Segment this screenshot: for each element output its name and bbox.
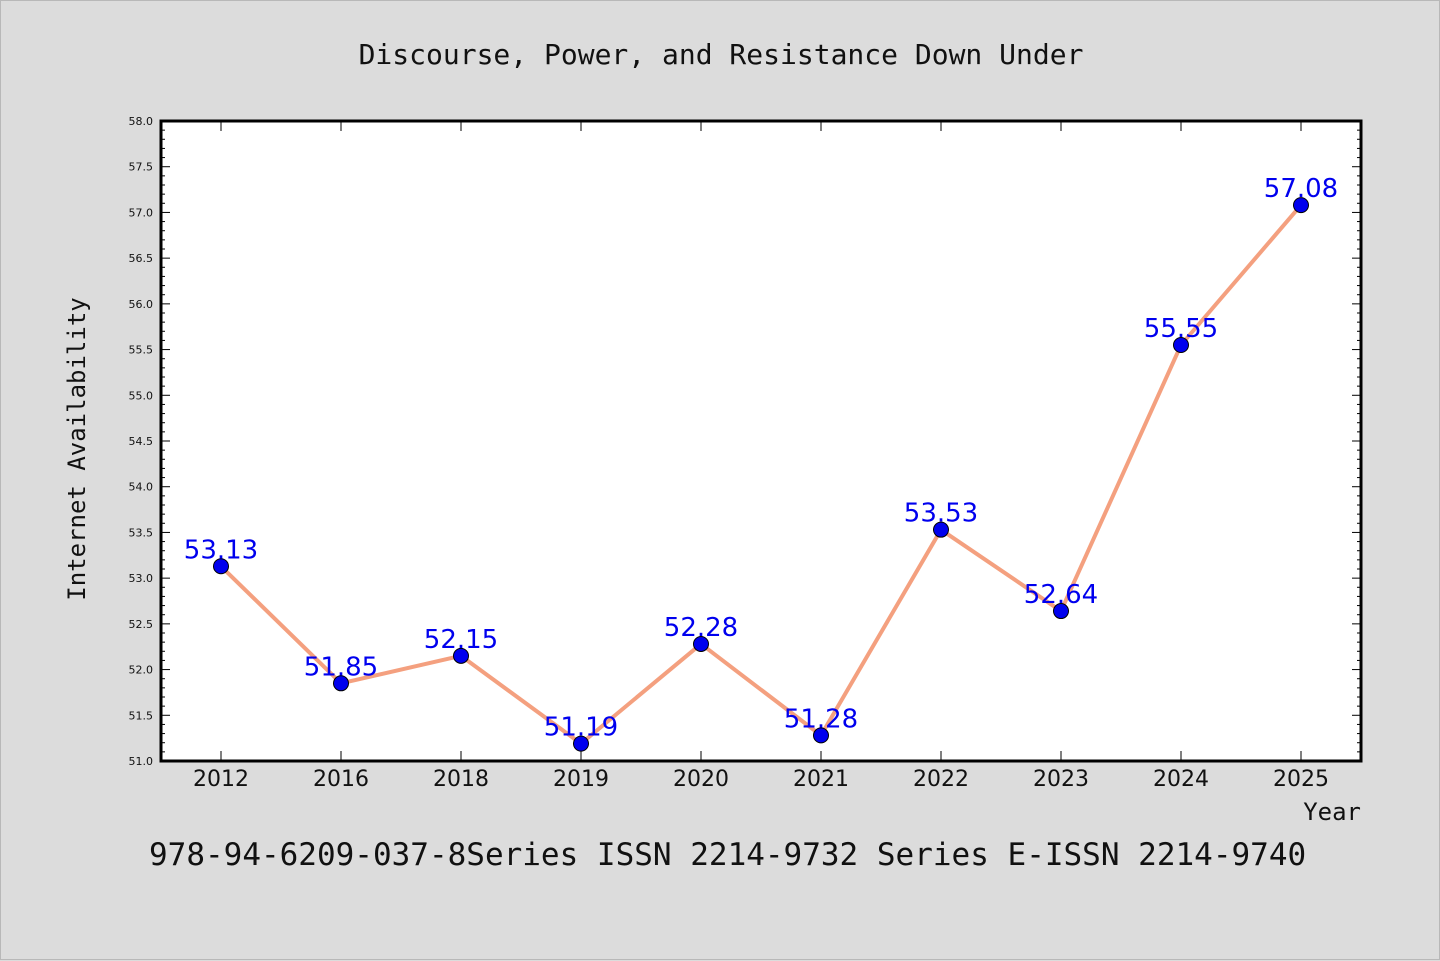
- y-tick-label: 53.0: [129, 572, 154, 585]
- data-label: 51.28: [784, 704, 858, 734]
- chart-title: Discourse, Power, and Resistance Down Un…: [359, 38, 1084, 71]
- plot-border: [159, 119, 1363, 763]
- y-tick-label: 52.0: [129, 664, 154, 677]
- data-point: [573, 735, 589, 752]
- x-tick-label: 2022: [913, 767, 969, 792]
- data-label: 53.13: [184, 535, 258, 565]
- data-label: 55.55: [1144, 314, 1218, 344]
- data-label: 51.85: [304, 652, 378, 682]
- y-axis-label: Internet Availability: [63, 297, 91, 600]
- data-point: [693, 635, 709, 652]
- data-label: 52.28: [664, 613, 738, 643]
- data-point: [813, 727, 829, 744]
- x-tick-label: 2019: [553, 767, 609, 792]
- data-point: [1173, 337, 1189, 353]
- data-label: 51.19: [544, 713, 618, 743]
- data-label: 52.64: [1024, 580, 1098, 610]
- y-tick-label: 52.5: [129, 618, 154, 631]
- x-tick-label: 2021: [793, 767, 849, 792]
- y-tick-label: 54.5: [129, 435, 154, 448]
- y-tick-label: 55.0: [129, 389, 154, 402]
- y-tick-label: 53.5: [129, 526, 154, 539]
- y-tick-label: 51.0: [129, 755, 154, 768]
- data-label: 52.15: [424, 625, 498, 655]
- x-tick-label: 2020: [673, 767, 729, 792]
- x-tick-label: 2016: [313, 767, 369, 792]
- x-tick-label: 2025: [1273, 767, 1329, 792]
- data-point: [1053, 603, 1069, 620]
- plot-area: [161, 121, 1361, 761]
- data-point: [213, 558, 229, 575]
- data-point: [933, 521, 949, 538]
- x-tick-label: 2012: [193, 767, 249, 792]
- y-tick-label: 54.0: [129, 481, 154, 494]
- y-tick-label: 57.0: [129, 206, 154, 219]
- footer-isbn-issn: 978-94-6209-037-8Series ISSN 2214-9732 S…: [149, 837, 1306, 873]
- y-tick-label: 57.5: [129, 161, 154, 174]
- series-layer: 53.13 51.85 52.15 51.19 52.28 51.28 53.53 52.64…: [184, 174, 1338, 752]
- x-axis-label: Year: [1303, 798, 1361, 826]
- axis-ticks: 51.0 51.5 52.0 52.5 53.0 53.5 54.0 54.5 55.0 55.5…: [129, 115, 1361, 792]
- y-tick-label: 55.5: [129, 344, 154, 357]
- x-tick-label: 2024: [1153, 767, 1209, 792]
- data-point: [1293, 197, 1309, 214]
- y-tick-label: 56.5: [129, 252, 154, 265]
- y-tick-label: 56.0: [129, 298, 154, 311]
- y-tick-label: 58.0: [129, 115, 154, 128]
- data-point: [333, 675, 349, 692]
- x-tick-label: 2023: [1033, 767, 1089, 792]
- data-label: 57.08: [1264, 174, 1338, 204]
- y-tick-label: 51.5: [129, 709, 154, 722]
- data-point: [453, 647, 469, 664]
- x-tick-label: 2018: [433, 767, 489, 792]
- series-line: [219, 203, 1303, 746]
- data-label: 53.53: [904, 499, 978, 529]
